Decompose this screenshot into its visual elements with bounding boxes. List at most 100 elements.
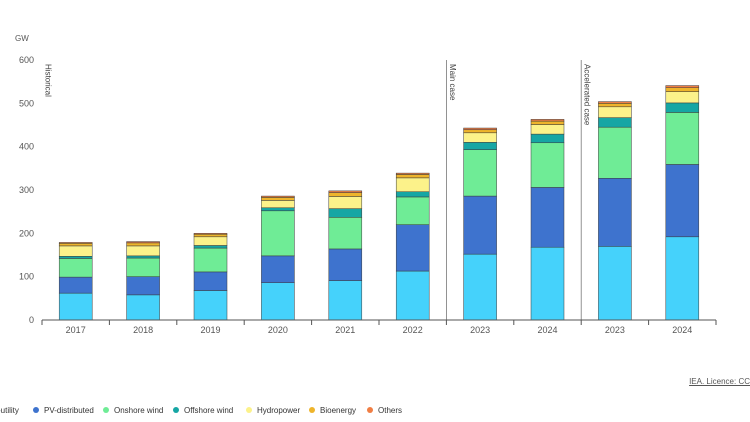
bar-segment-onshore-wind[interactable] xyxy=(598,126,632,179)
bar-segment-pv-utility[interactable] xyxy=(58,292,93,321)
legend-label: Onshore wind xyxy=(114,406,164,415)
bar-segment-bioenergy[interactable] xyxy=(328,192,363,197)
bar-segment-others[interactable] xyxy=(126,241,160,244)
section-label: Historical xyxy=(44,64,53,97)
bar-segment-hydropower[interactable] xyxy=(328,196,363,209)
y-tick-label: 500 xyxy=(19,98,34,108)
y-axis-unit-label: GW xyxy=(15,34,29,43)
section-label: Main case xyxy=(448,64,457,101)
bar-segment-onshore-wind[interactable] xyxy=(463,149,497,197)
bar-segment-hydropower[interactable] xyxy=(126,245,160,257)
bar-segment-pv-utility[interactable] xyxy=(463,253,497,321)
y-tick-label: 0 xyxy=(29,315,34,325)
bar-segment-others[interactable] xyxy=(665,85,700,88)
x-tick-label: 2024 xyxy=(672,325,692,335)
legend-item[interactable]: Offshore wind xyxy=(173,406,233,415)
bar-segment-pv-distributed[interactable] xyxy=(193,271,228,291)
bar-segment-offshore-wind[interactable] xyxy=(665,102,700,113)
bar-segment-onshore-wind[interactable] xyxy=(193,247,228,273)
legend-swatch xyxy=(309,407,315,413)
bar-segment-offshore-wind[interactable] xyxy=(126,255,160,259)
bar-segment-others[interactable] xyxy=(463,127,497,131)
legend-item[interactable]: Onshore wind xyxy=(103,406,163,415)
bar-segment-offshore-wind[interactable] xyxy=(193,245,228,249)
bar-segment-bioenergy[interactable] xyxy=(530,120,565,125)
bar-segment-pv-utility[interactable] xyxy=(193,290,228,321)
bar-segment-offshore-wind[interactable] xyxy=(463,142,497,150)
bar-segment-others[interactable] xyxy=(395,172,430,175)
bar-segment-hydropower[interactable] xyxy=(598,106,632,118)
bar-segment-pv-distributed[interactable] xyxy=(665,164,700,238)
bar-segment-onshore-wind[interactable] xyxy=(530,142,565,188)
bar-segment-others[interactable] xyxy=(328,190,363,193)
bar-segment-others[interactable] xyxy=(261,195,295,198)
bar-segment-hydropower[interactable] xyxy=(193,236,228,246)
legend-swatch xyxy=(367,407,373,413)
bar-segment-others[interactable] xyxy=(193,233,228,235)
bar-segment-bioenergy[interactable] xyxy=(665,87,700,92)
bar-segment-pv-utility[interactable] xyxy=(530,246,565,321)
bar-segment-offshore-wind[interactable] xyxy=(58,256,93,259)
bar-segment-pv-utility[interactable] xyxy=(598,246,632,321)
bar-segment-onshore-wind[interactable] xyxy=(395,196,430,225)
x-tick-label: 2019 xyxy=(200,325,220,335)
bar-segment-onshore-wind[interactable] xyxy=(328,217,363,250)
x-tick-label: 2022 xyxy=(403,325,423,335)
legend-swatch xyxy=(103,407,109,413)
bar-segment-pv-distributed[interactable] xyxy=(58,276,93,294)
source-link[interactable]: IEA. Licence: CC xyxy=(689,377,750,386)
y-tick-label: 400 xyxy=(19,142,34,152)
bar-segment-pv-distributed[interactable] xyxy=(261,255,295,283)
bar-segment-pv-utility[interactable] xyxy=(126,294,160,321)
bar-segment-hydropower[interactable] xyxy=(530,124,565,135)
bar-segment-pv-distributed[interactable] xyxy=(463,195,497,255)
x-tick-label: 2024 xyxy=(537,325,557,335)
bar-segment-bioenergy[interactable] xyxy=(261,197,295,201)
bar-segment-hydropower[interactable] xyxy=(665,91,700,104)
bar-segment-bioenergy[interactable] xyxy=(126,242,160,247)
bar-segment-offshore-wind[interactable] xyxy=(598,117,632,128)
bar-segment-offshore-wind[interactable] xyxy=(530,133,565,144)
section-dividers: Historical Main case Accelerated case xyxy=(44,60,592,320)
bar-segment-pv-utility[interactable] xyxy=(261,282,295,321)
bar-segment-others[interactable] xyxy=(598,101,632,104)
bar-segment-others[interactable] xyxy=(58,242,93,244)
x-tick-label: 2018 xyxy=(133,325,153,335)
bar-segment-offshore-wind[interactable] xyxy=(328,208,363,218)
bar-segment-bioenergy[interactable] xyxy=(463,129,497,134)
bar-segment-pv-utility[interactable] xyxy=(665,236,700,321)
legend-item[interactable]: Hydropower xyxy=(246,406,300,415)
x-tick-label: 2023 xyxy=(605,325,625,335)
legend-item[interactable]: PV-distributed xyxy=(33,406,94,415)
bar-segment-bioenergy[interactable] xyxy=(193,233,228,238)
legend-label: PV-distributed xyxy=(44,406,94,415)
bar-segment-pv-distributed[interactable] xyxy=(395,224,430,272)
bar-segment-hydropower[interactable] xyxy=(395,177,430,192)
bar-segment-hydropower[interactable] xyxy=(58,245,93,257)
bar-segment-hydropower[interactable] xyxy=(463,132,497,143)
x-tick-label: 2017 xyxy=(66,325,86,335)
bar-segment-hydropower[interactable] xyxy=(261,200,295,209)
bar-segment-bioenergy[interactable] xyxy=(58,243,93,247)
bar-segment-onshore-wind[interactable] xyxy=(126,257,160,277)
bar-segment-pv-distributed[interactable] xyxy=(530,187,565,248)
legend-swatch xyxy=(33,407,39,413)
bar-segment-pv-utility[interactable] xyxy=(395,270,430,321)
legend-item[interactable]: -utility xyxy=(0,406,19,415)
bar-segment-pv-distributed[interactable] xyxy=(328,248,363,281)
legend-item[interactable]: Others xyxy=(367,406,402,415)
bar-segment-bioenergy[interactable] xyxy=(598,103,632,108)
bar-segment-offshore-wind[interactable] xyxy=(395,191,430,198)
bar-segment-onshore-wind[interactable] xyxy=(665,112,700,165)
bar-segment-offshore-wind[interactable] xyxy=(261,207,295,212)
bar-segment-onshore-wind[interactable] xyxy=(261,210,295,257)
bar-segment-pv-distributed[interactable] xyxy=(598,178,632,247)
x-axis: 2017 2018 2019 2020 2021 2022 2023 2024 2023 2024 xyxy=(41,319,717,335)
bar-segment-bioenergy[interactable] xyxy=(395,174,430,179)
bar-segment-onshore-wind[interactable] xyxy=(58,258,93,278)
y-axis-ticks: 0 100 200 300 400 500 600 xyxy=(19,55,34,325)
bar-segment-pv-utility[interactable] xyxy=(328,280,363,321)
bar-segment-others[interactable] xyxy=(530,119,565,122)
bar-segment-pv-distributed[interactable] xyxy=(126,276,160,296)
legend-item[interactable]: Bioenergy xyxy=(309,406,356,415)
